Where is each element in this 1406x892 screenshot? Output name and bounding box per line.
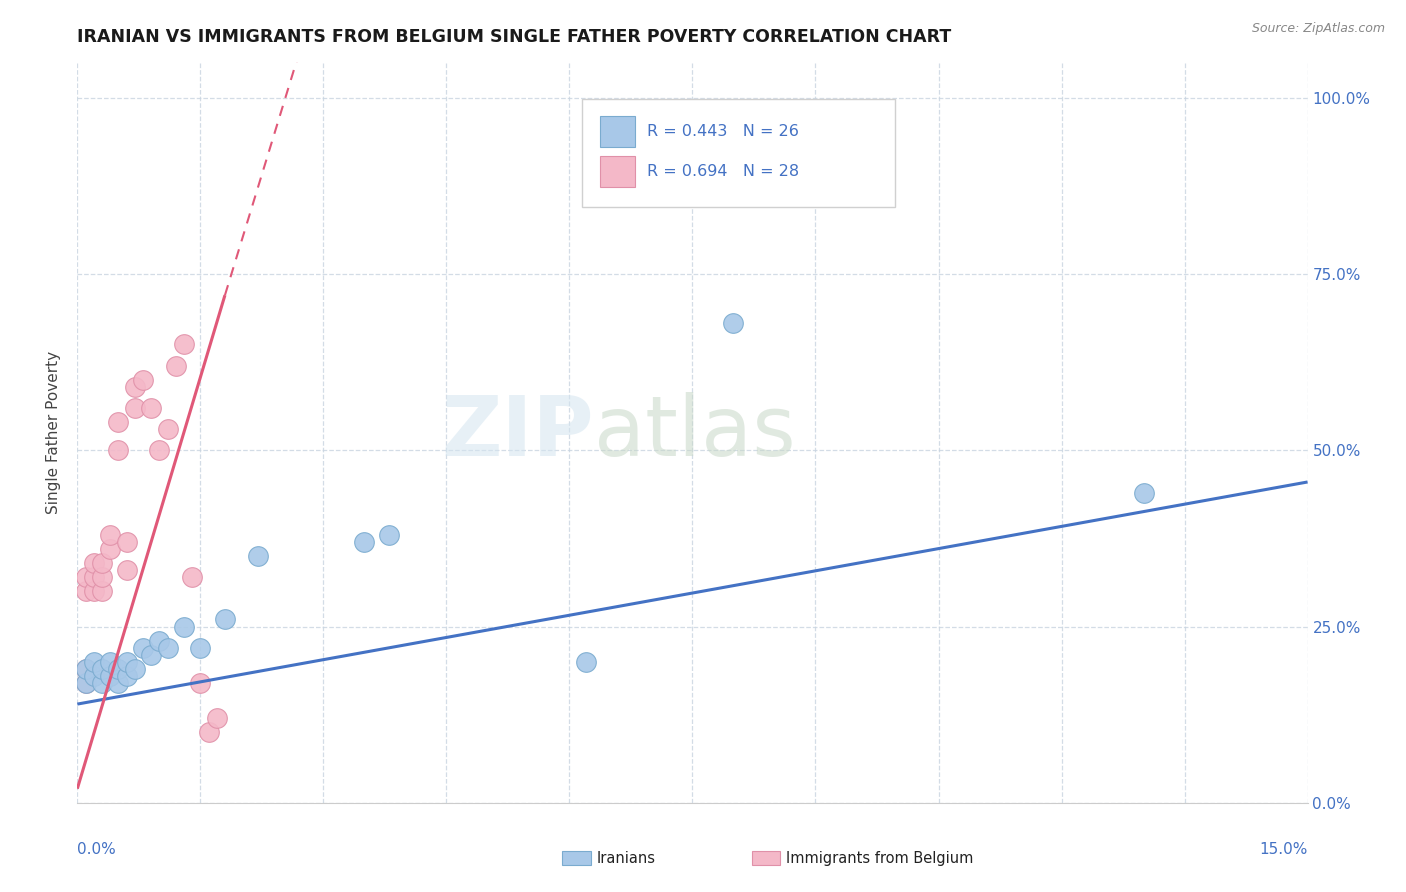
Point — [75, 676, 97, 690]
Point — [148, 633, 170, 648]
Y-axis label: Single Father Poverty: Single Father Poverty — [46, 351, 62, 514]
Point — [90, 662, 114, 676]
Point — [75, 676, 97, 690]
Point — [156, 422, 179, 436]
Text: R = 0.694   N = 28: R = 0.694 N = 28 — [647, 164, 799, 178]
Point — [98, 528, 121, 542]
Point — [75, 584, 97, 599]
Point — [115, 655, 138, 669]
Point — [83, 669, 105, 683]
Point — [83, 584, 105, 599]
Text: IRANIAN VS IMMIGRANTS FROM BELGIUM SINGLE FATHER POVERTY CORRELATION CHART: IRANIAN VS IMMIGRANTS FROM BELGIUM SINGL… — [77, 28, 952, 45]
Text: R = 0.443   N = 26: R = 0.443 N = 26 — [647, 124, 799, 139]
Point — [98, 669, 121, 683]
Point — [1132, 485, 1154, 500]
Point — [107, 676, 129, 690]
Point — [90, 570, 114, 584]
Point — [575, 655, 598, 669]
Point — [115, 669, 138, 683]
Bar — [600, 116, 634, 147]
Point — [353, 535, 375, 549]
Point — [124, 380, 146, 394]
Text: Source: ZipAtlas.com: Source: ZipAtlas.com — [1251, 22, 1385, 36]
Point — [124, 401, 146, 415]
Point — [90, 556, 114, 570]
Point — [132, 373, 155, 387]
Point — [141, 648, 163, 662]
Point — [98, 655, 121, 669]
Point — [723, 316, 745, 330]
Point — [75, 570, 97, 584]
Point — [205, 711, 228, 725]
Point — [214, 612, 236, 626]
Point — [98, 541, 121, 556]
Bar — [562, 851, 591, 865]
Point — [107, 443, 129, 458]
Text: Iranians: Iranians — [596, 851, 655, 865]
Point — [165, 359, 187, 373]
Point — [90, 584, 114, 599]
Point — [148, 443, 170, 458]
Point — [83, 655, 105, 669]
Point — [107, 415, 129, 429]
Point — [115, 563, 138, 577]
Point — [132, 640, 155, 655]
Point — [188, 640, 212, 655]
FancyBboxPatch shape — [582, 99, 896, 207]
Text: 15.0%: 15.0% — [1260, 842, 1308, 856]
Text: 0.0%: 0.0% — [77, 842, 117, 856]
Point — [173, 337, 195, 351]
Point — [90, 676, 114, 690]
Point — [141, 401, 163, 415]
Point — [156, 640, 179, 655]
Point — [75, 662, 97, 676]
Point — [378, 528, 401, 542]
Bar — [752, 851, 780, 865]
Text: atlas: atlas — [595, 392, 796, 473]
Point — [124, 662, 146, 676]
Point — [188, 676, 212, 690]
Point — [83, 570, 105, 584]
Text: Immigrants from Belgium: Immigrants from Belgium — [786, 851, 973, 865]
Text: ZIP: ZIP — [441, 392, 595, 473]
Point — [75, 662, 97, 676]
Point — [246, 549, 269, 563]
Point — [107, 662, 129, 676]
Point — [181, 570, 204, 584]
Point — [115, 535, 138, 549]
Point — [83, 556, 105, 570]
Point — [173, 619, 195, 633]
Point — [197, 725, 219, 739]
Bar — [600, 156, 634, 186]
